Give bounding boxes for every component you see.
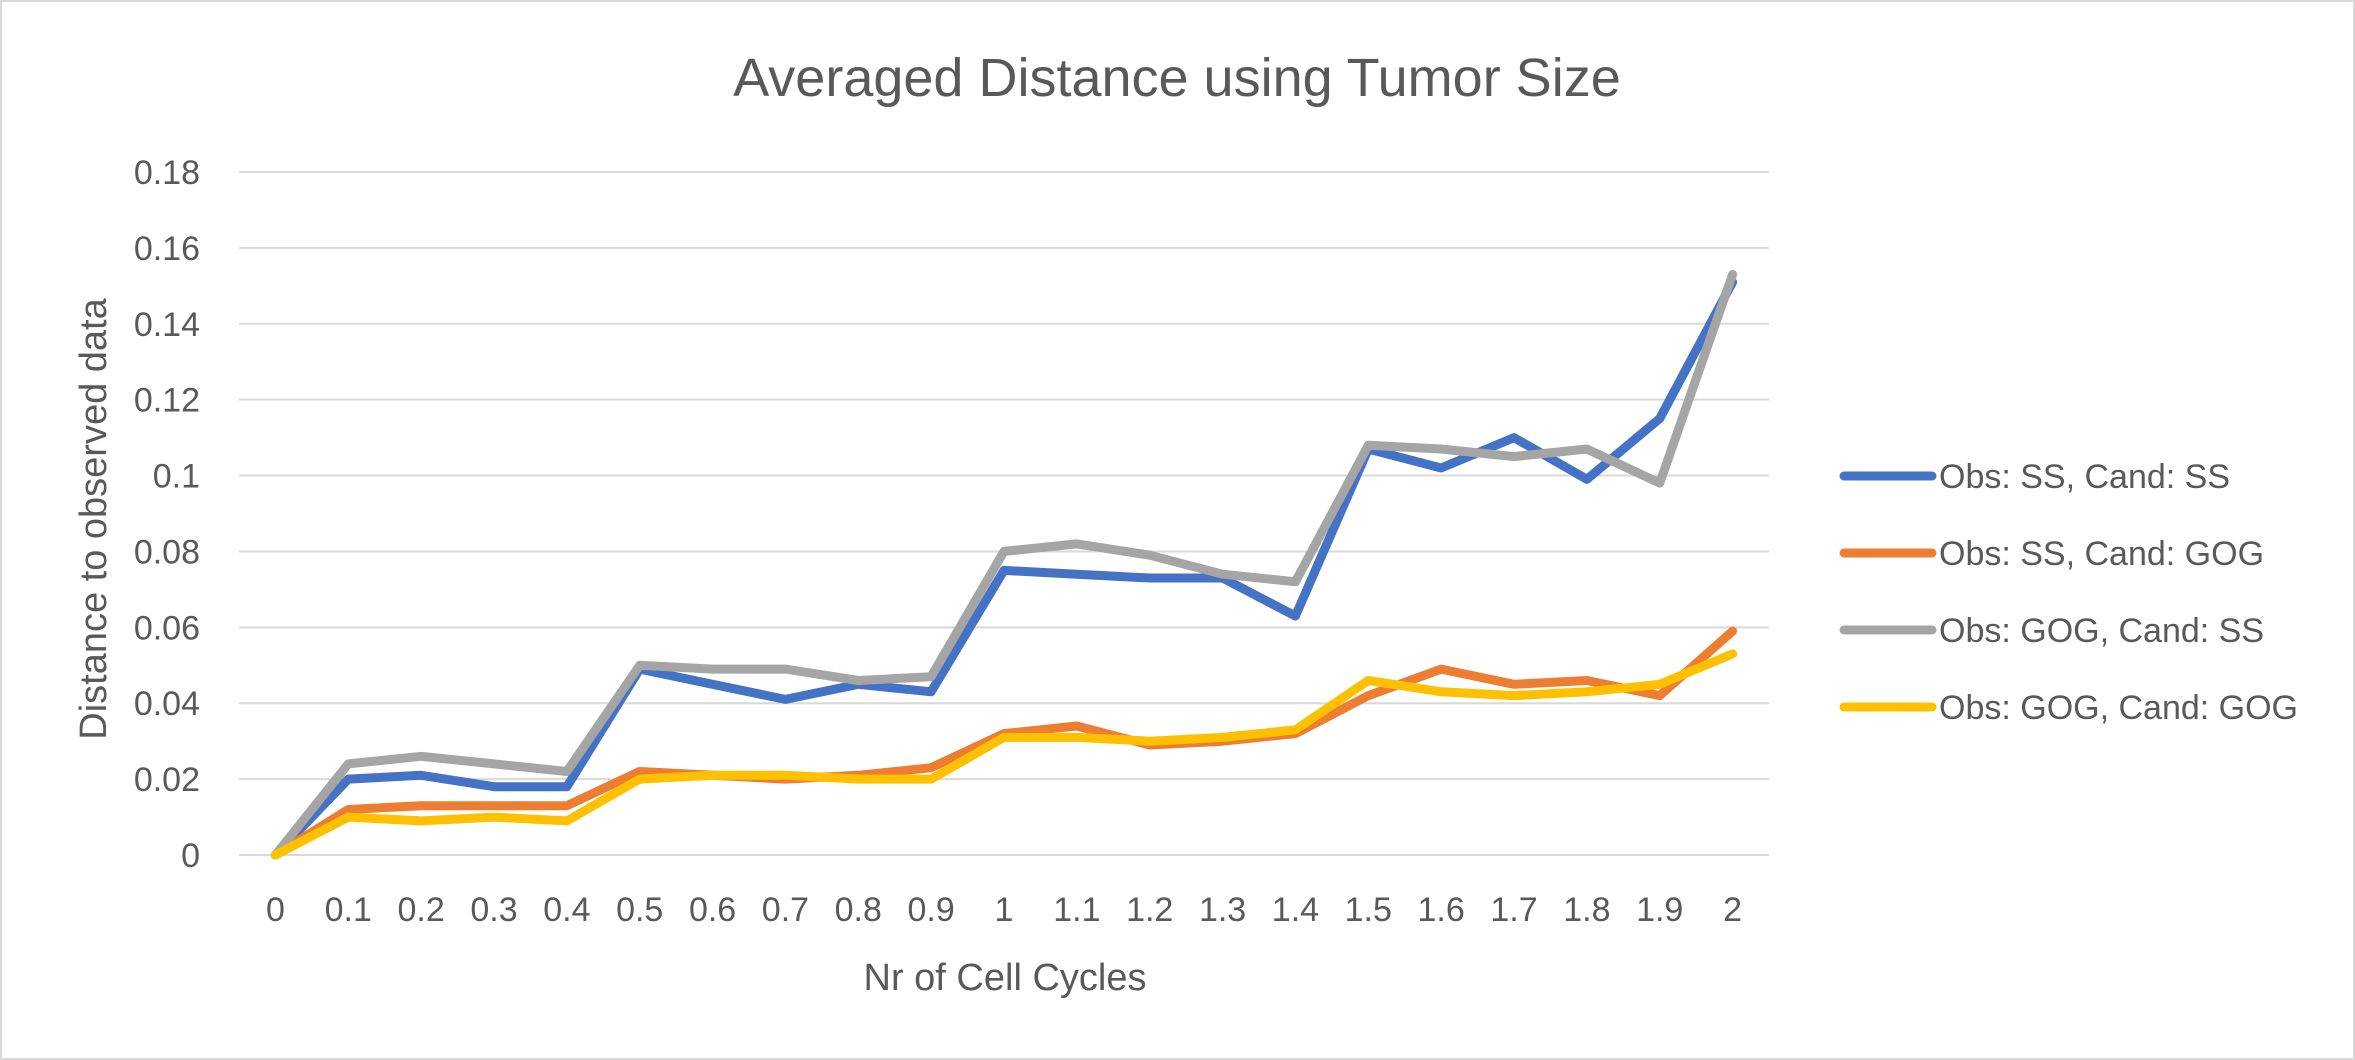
- legend-label: Obs: SS, Cand: SS: [1939, 458, 2230, 496]
- x-tick-label: 1.8: [1563, 891, 1610, 929]
- y-tick-label: 0.08: [134, 533, 200, 571]
- legend: Obs: SS, Cand: SS Obs: SS, Cand: GOG Obs: …: [1844, 458, 2298, 727]
- y-tick-label: 0.12: [134, 382, 200, 420]
- x-tick-label: 2: [1723, 891, 1742, 929]
- legend-label: Obs: GOG, Cand: GOG: [1939, 689, 2298, 727]
- y-axis-title: Distance to observed data: [73, 297, 115, 739]
- x-tick-label: 1.2: [1126, 891, 1173, 929]
- y-tick-label: 0.14: [134, 306, 200, 344]
- x-tick-label: 1.4: [1272, 891, 1319, 929]
- x-axis-title: Nr of Cell Cycles: [864, 957, 1147, 999]
- x-tick-label: 0.6: [689, 891, 736, 929]
- x-tick-label: 1.9: [1636, 891, 1683, 929]
- x-tick-label: 0: [266, 891, 285, 929]
- x-tick-label: 1.7: [1490, 891, 1537, 929]
- x-tick-label: 1: [995, 891, 1014, 929]
- y-tick-label: 0.02: [134, 761, 200, 799]
- y-tick-label: 0.18: [134, 154, 200, 192]
- x-tick-label: 0.7: [762, 891, 809, 929]
- y-axis-ticks: 0 0.02 0.04 0.06 0.08 0.1 0.12 0.14 0.16 0.18: [134, 154, 200, 875]
- series-line-3: [275, 275, 1732, 856]
- chart-title: Averaged Distance using Tumor Size: [733, 48, 1620, 108]
- y-tick-label: 0.1: [153, 458, 200, 496]
- legend-label: Obs: GOG, Cand: SS: [1939, 612, 2264, 650]
- y-tick-label: 0.06: [134, 609, 200, 647]
- x-tick-label: 1.6: [1418, 891, 1465, 929]
- y-tick-label: 0.16: [134, 230, 200, 268]
- y-tick-label: 0.04: [134, 685, 200, 723]
- legend-label: Obs: SS, Cand: GOG: [1939, 535, 2264, 573]
- x-tick-label: 1.1: [1053, 891, 1100, 929]
- series-lines: [275, 275, 1732, 856]
- x-tick-label: 0.4: [543, 891, 590, 929]
- x-tick-label: 0.8: [835, 891, 882, 929]
- y-tick-label: 0: [181, 837, 200, 875]
- x-tick-label: 0.3: [470, 891, 517, 929]
- x-tick-label: 0.9: [908, 891, 955, 929]
- x-tick-label: 0.5: [616, 891, 663, 929]
- x-tick-label: 0.1: [325, 891, 372, 929]
- x-tick-label: 1.5: [1345, 891, 1392, 929]
- x-tick-label: 0.2: [398, 891, 445, 929]
- series-line-1: [275, 282, 1732, 855]
- x-tick-label: 1.3: [1199, 891, 1246, 929]
- gridlines: [239, 172, 1769, 855]
- x-axis-ticks: 0 0.1 0.2 0.3 0.4 0.5 0.6 0.7 0.8 0.9 1 1.1 1.2 1.3 1.…: [266, 891, 1742, 929]
